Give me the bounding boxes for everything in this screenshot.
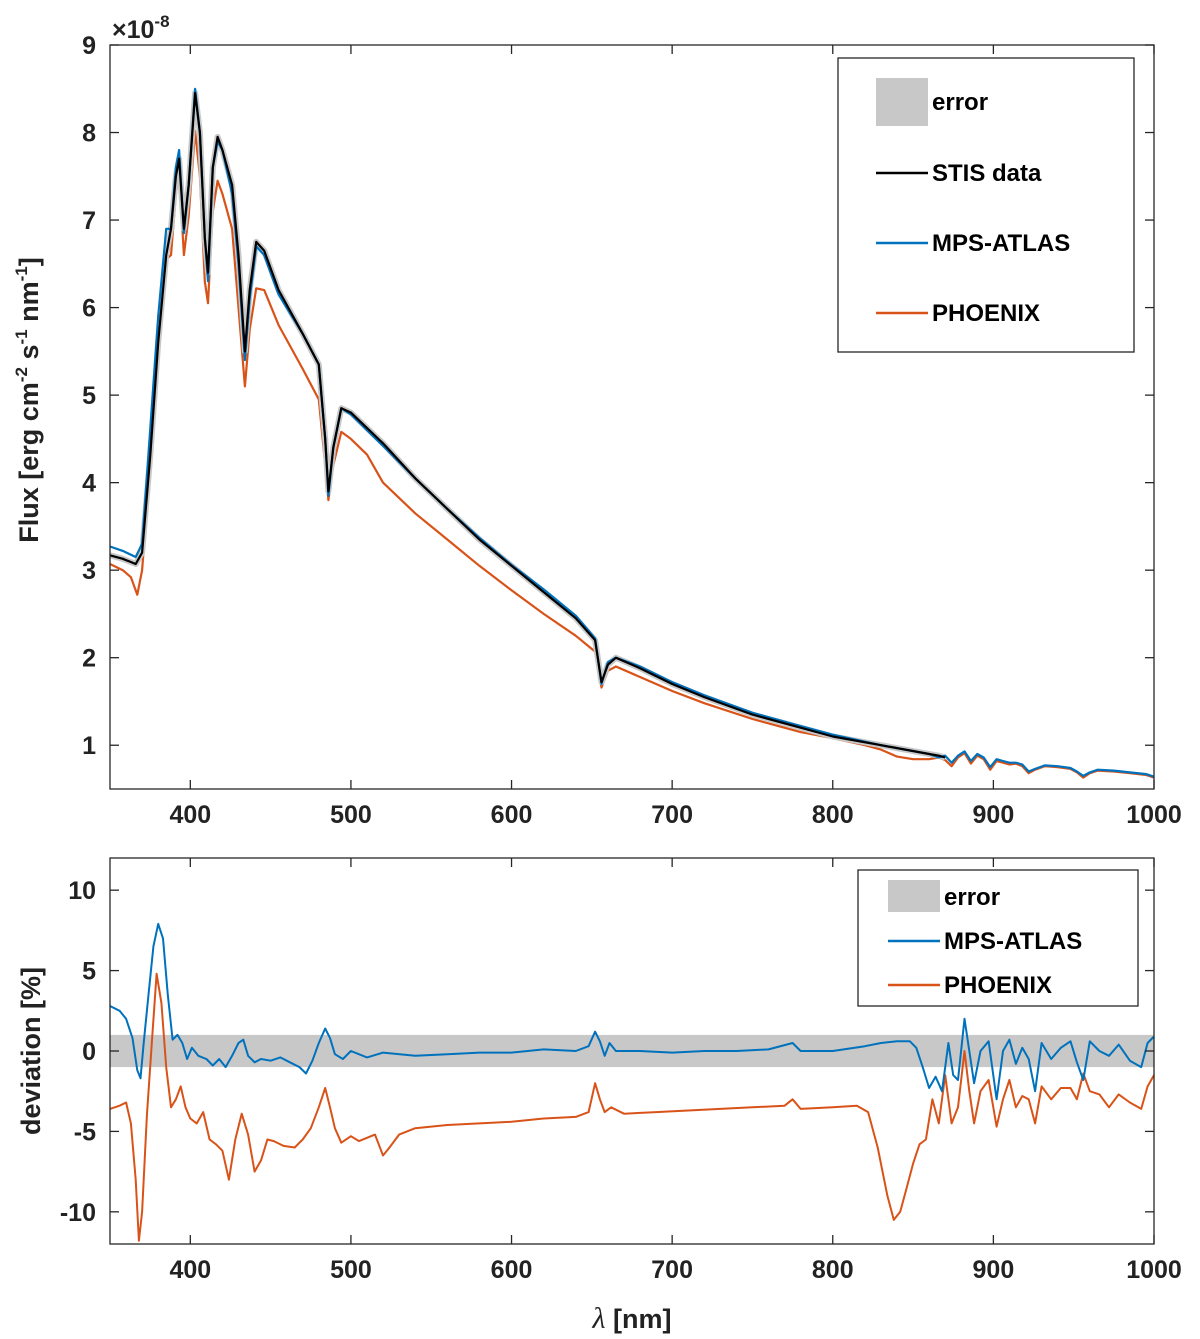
deviation-xtick-label: 1000: [1126, 1256, 1182, 1284]
flux-ytick-label: 1: [82, 732, 96, 760]
flux-legend-error-swatch: [876, 78, 928, 126]
flux-xtick-label: 1000: [1126, 801, 1182, 829]
deviation-ytick-label: 10: [68, 877, 96, 905]
flux-legend-phoenix-label: PHOENIX: [932, 300, 1040, 327]
flux-line-stis-data: [109, 92, 946, 759]
flux-ytick-label: 4: [82, 470, 96, 498]
flux-xtick-label: 600: [491, 801, 533, 829]
flux-xtick-label: 900: [973, 801, 1015, 829]
wavelength-x-axis-label: λ [nm]: [592, 1302, 672, 1335]
flux-ytick-label: 9: [82, 32, 96, 60]
flux-axes-frame: [109, 44, 1155, 790]
flux-series-lines: [109, 87, 1155, 779]
flux-error-band: [109, 90, 947, 761]
deviation-ytick-label: -5: [74, 1118, 96, 1146]
deviation-ytick-label: -10: [60, 1199, 96, 1227]
deviation-legend: error MPS-ATLAS PHOENIX: [857, 869, 1139, 1007]
deviation-legend-error-label: error: [944, 884, 1000, 911]
flux-ytick-label: 2: [82, 645, 96, 673]
flux-ytick-label: 5: [82, 382, 96, 410]
deviation-axes-frame: [109, 857, 1155, 1245]
deviation-panel: 400 500 600 700 800 900 1000 10 5 0 -5 -10 deviatio…: [16, 857, 1182, 1335]
deviation-y-axis-label: deviation [%]: [16, 967, 46, 1135]
deviation-line-phoenix: [109, 972, 1155, 1242]
deviation-legend-phoenix-label: PHOENIX: [944, 972, 1052, 999]
deviation-legend-mps-label: MPS-ATLAS: [944, 928, 1082, 955]
flux-ytick-label: 7: [82, 207, 96, 235]
flux-xtick-label: 500: [330, 801, 372, 829]
deviation-legend-error-swatch: [888, 880, 940, 912]
deviation-xtick-label: 400: [169, 1256, 211, 1284]
flux-legend-mps-label: MPS-ATLAS: [932, 230, 1070, 257]
flux-y-axis-label: Flux [erg cm-2 s-1 nm-1]: [12, 257, 44, 542]
flux-legend-stis-label: STIS data: [932, 160, 1042, 187]
deviation-ytick-label: 5: [82, 958, 96, 986]
flux-ytick-label: 8: [82, 120, 96, 148]
flux-legend: error STIS data MPS-ATLAS PHOENIX: [837, 57, 1135, 353]
flux-xtick-label: 700: [651, 801, 693, 829]
flux-axis-ticks: 400 500 600 700 800 900 1000 1 2 3 4 5 6 7 8 9: [82, 32, 1182, 829]
deviation-line-mps-atlas: [109, 922, 1155, 1101]
flux-legend-error-label: error: [932, 89, 988, 116]
deviation-axis-ticks: 400 500 600 700 800 900 1000 10 5 0 -5 -10: [60, 858, 1182, 1284]
flux-exponent-label: ×10-8: [112, 12, 170, 44]
flux-ytick-label: 3: [82, 557, 96, 585]
deviation-xtick-label: 700: [651, 1256, 693, 1284]
flux-xtick-label: 400: [169, 801, 211, 829]
flux-xtick-label: 800: [812, 801, 854, 829]
deviation-xtick-label: 600: [491, 1256, 533, 1284]
deviation-xtick-label: 500: [330, 1256, 372, 1284]
deviation-series-lines: [109, 922, 1155, 1242]
deviation-xtick-label: 800: [812, 1256, 854, 1284]
flux-ytick-label: 6: [82, 295, 96, 323]
deviation-ytick-label: 0: [82, 1038, 96, 1066]
flux-panel: 400 500 600 700 800 900 1000 1 2 3 4 5 6 7 8 9 ×10-8 Fl…: [12, 12, 1182, 829]
deviation-xtick-label: 900: [973, 1256, 1015, 1284]
